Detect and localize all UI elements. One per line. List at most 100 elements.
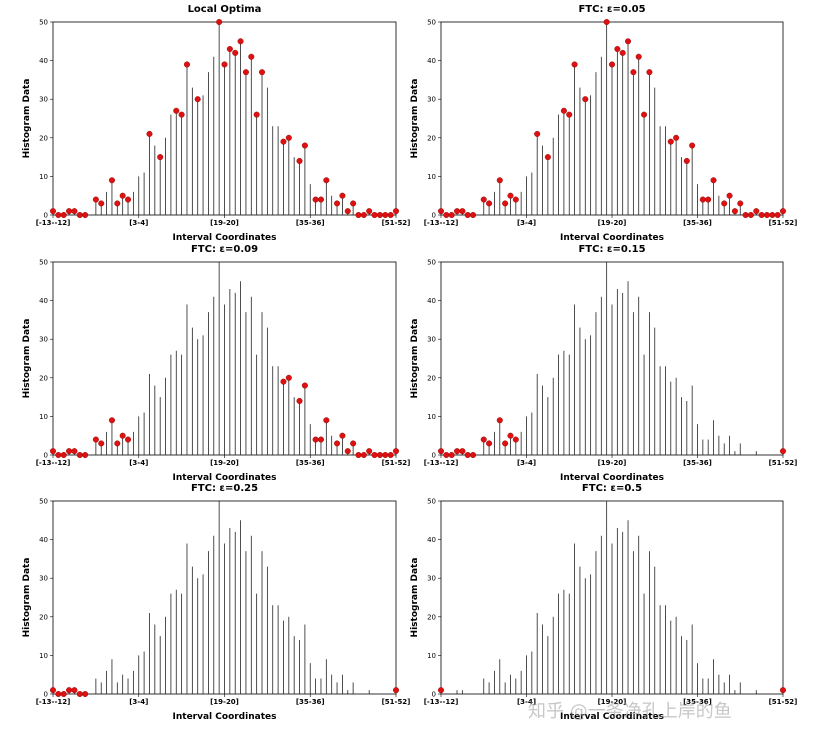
y-tick-label: 20 — [39, 613, 48, 621]
local-optimum-marker — [280, 138, 287, 145]
local-optimum-marker — [296, 397, 303, 404]
local-optimum-marker — [323, 417, 330, 424]
local-optimum-marker — [55, 452, 62, 459]
local-optimum-marker — [216, 19, 223, 26]
y-tick-label: 10 — [39, 413, 48, 421]
chart-title: Local Optima — [188, 4, 262, 15]
local-optimum-marker — [387, 211, 394, 218]
local-optimum-marker — [459, 448, 466, 455]
x-tick-label: [-13--12] — [36, 459, 71, 467]
y-axis-label: Histogram Data — [410, 319, 420, 399]
local-optimum-marker — [221, 61, 228, 68]
y-tick-label: 40 — [39, 297, 48, 305]
local-optimum-marker — [544, 154, 551, 161]
x-tick-label: [51-52] — [382, 219, 411, 227]
local-optimum-marker — [780, 448, 787, 455]
y-tick-label: 20 — [427, 613, 436, 621]
y-tick-label: 10 — [39, 173, 48, 181]
x-tick-label: [-13--12] — [36, 219, 71, 227]
watermark-text: 知乎 @一条净孔上岸的鱼 — [528, 701, 732, 722]
y-tick-label: 0 — [44, 691, 48, 699]
chart-title: FTC: ε=0.09 — [191, 244, 258, 255]
y-tick-label: 40 — [39, 57, 48, 65]
local-optimum-marker — [108, 417, 115, 424]
x-tick-label: [19-20] — [598, 698, 627, 706]
local-optimum-marker — [641, 111, 648, 118]
x-tick-label: [35-36] — [683, 459, 712, 467]
local-optimum-marker — [619, 49, 626, 56]
x-tick-label: [35-36] — [296, 459, 325, 467]
local-optimum-marker — [496, 417, 503, 424]
chart-panel-4: FTC: ε=0.15 0 10 20 30 40 50 [-13--12] [3-4] [19-… — [410, 244, 797, 483]
local-optimum-marker — [92, 436, 99, 443]
local-optimum-marker — [226, 46, 233, 53]
local-optimum-marker — [178, 111, 185, 118]
local-optimum-marker — [125, 196, 132, 203]
chart-title: FTC: ε=0.25 — [191, 483, 258, 494]
local-optimum-marker — [66, 208, 73, 215]
local-optimum-marker — [646, 69, 653, 76]
local-optimum-marker — [71, 687, 78, 694]
y-tick-label: 40 — [427, 57, 436, 65]
local-optimum-marker — [296, 157, 303, 164]
x-axis-label: Interval Coordinates — [173, 473, 277, 483]
x-tick-label: [19-20] — [598, 219, 627, 227]
chart-title: FTC: ε=0.5 — [582, 483, 642, 494]
local-optimum-marker — [317, 196, 324, 203]
local-optimum-marker — [317, 436, 324, 443]
local-optimum-marker — [50, 448, 57, 455]
local-optimum-marker — [285, 134, 292, 141]
x-axis-label: Interval Coordinates — [560, 233, 664, 243]
local-optimum-marker — [146, 130, 153, 137]
local-optimum-marker — [780, 208, 787, 215]
local-optimum-marker — [371, 211, 378, 218]
local-optimum-marker — [344, 448, 351, 455]
local-optimum-marker — [742, 211, 749, 218]
local-optimum-marker — [355, 452, 362, 459]
local-optimum-marker — [726, 192, 733, 199]
local-optimum-marker — [459, 208, 466, 215]
local-optimum-marker — [114, 440, 121, 447]
y-tick-label: 50 — [39, 19, 48, 27]
y-tick-label: 10 — [39, 652, 48, 660]
local-optimum-marker — [82, 691, 89, 698]
y-tick-label: 30 — [39, 336, 48, 344]
local-optimum-marker — [512, 196, 519, 203]
local-optimum-marker — [630, 69, 637, 76]
local-optimum-marker — [119, 432, 126, 439]
y-tick-label: 20 — [427, 374, 436, 382]
y-axis-label: Histogram Data — [410, 558, 420, 638]
local-optimum-marker — [76, 211, 83, 218]
local-optimum-marker — [280, 378, 287, 385]
chart-panel-2: FTC: ε=0.05 0 10 20 30 40 50 [-13--12] [3-4] [19-… — [410, 4, 797, 243]
local-optimum-marker — [237, 38, 244, 45]
local-optimum-marker — [312, 196, 319, 203]
local-optimum-marker — [480, 196, 487, 203]
local-optimum-marker — [560, 107, 567, 114]
local-optimum-marker — [312, 436, 319, 443]
local-optimum-marker — [393, 208, 400, 215]
local-optimum-marker — [507, 192, 514, 199]
y-tick-label: 20 — [427, 134, 436, 142]
y-tick-label: 20 — [39, 374, 48, 382]
x-tick-label: [51-52] — [769, 698, 798, 706]
local-optimum-marker — [108, 177, 115, 184]
local-optimum-marker — [350, 200, 357, 207]
local-optimum-marker — [334, 440, 341, 447]
local-optimum-marker — [443, 452, 450, 459]
y-tick-label: 30 — [427, 575, 436, 583]
local-optimum-marker — [763, 211, 770, 218]
x-tick-label: [35-36] — [683, 219, 712, 227]
local-optimum-marker — [512, 436, 519, 443]
local-optimum-marker — [470, 452, 477, 459]
local-optimum-marker — [774, 211, 781, 218]
local-optimum-marker — [566, 111, 573, 118]
x-tick-label: [35-36] — [296, 698, 325, 706]
x-tick-label: [3-4] — [517, 219, 536, 227]
local-optimum-marker — [571, 61, 578, 68]
local-optimum-marker — [366, 208, 373, 215]
x-tick-label: [51-52] — [769, 459, 798, 467]
local-optimum-marker — [387, 452, 394, 459]
y-tick-label: 0 — [432, 212, 436, 220]
chart-panel-5: FTC: ε=0.25 0 10 20 30 40 50 [-13--12] [3-4] [19-… — [22, 483, 410, 722]
